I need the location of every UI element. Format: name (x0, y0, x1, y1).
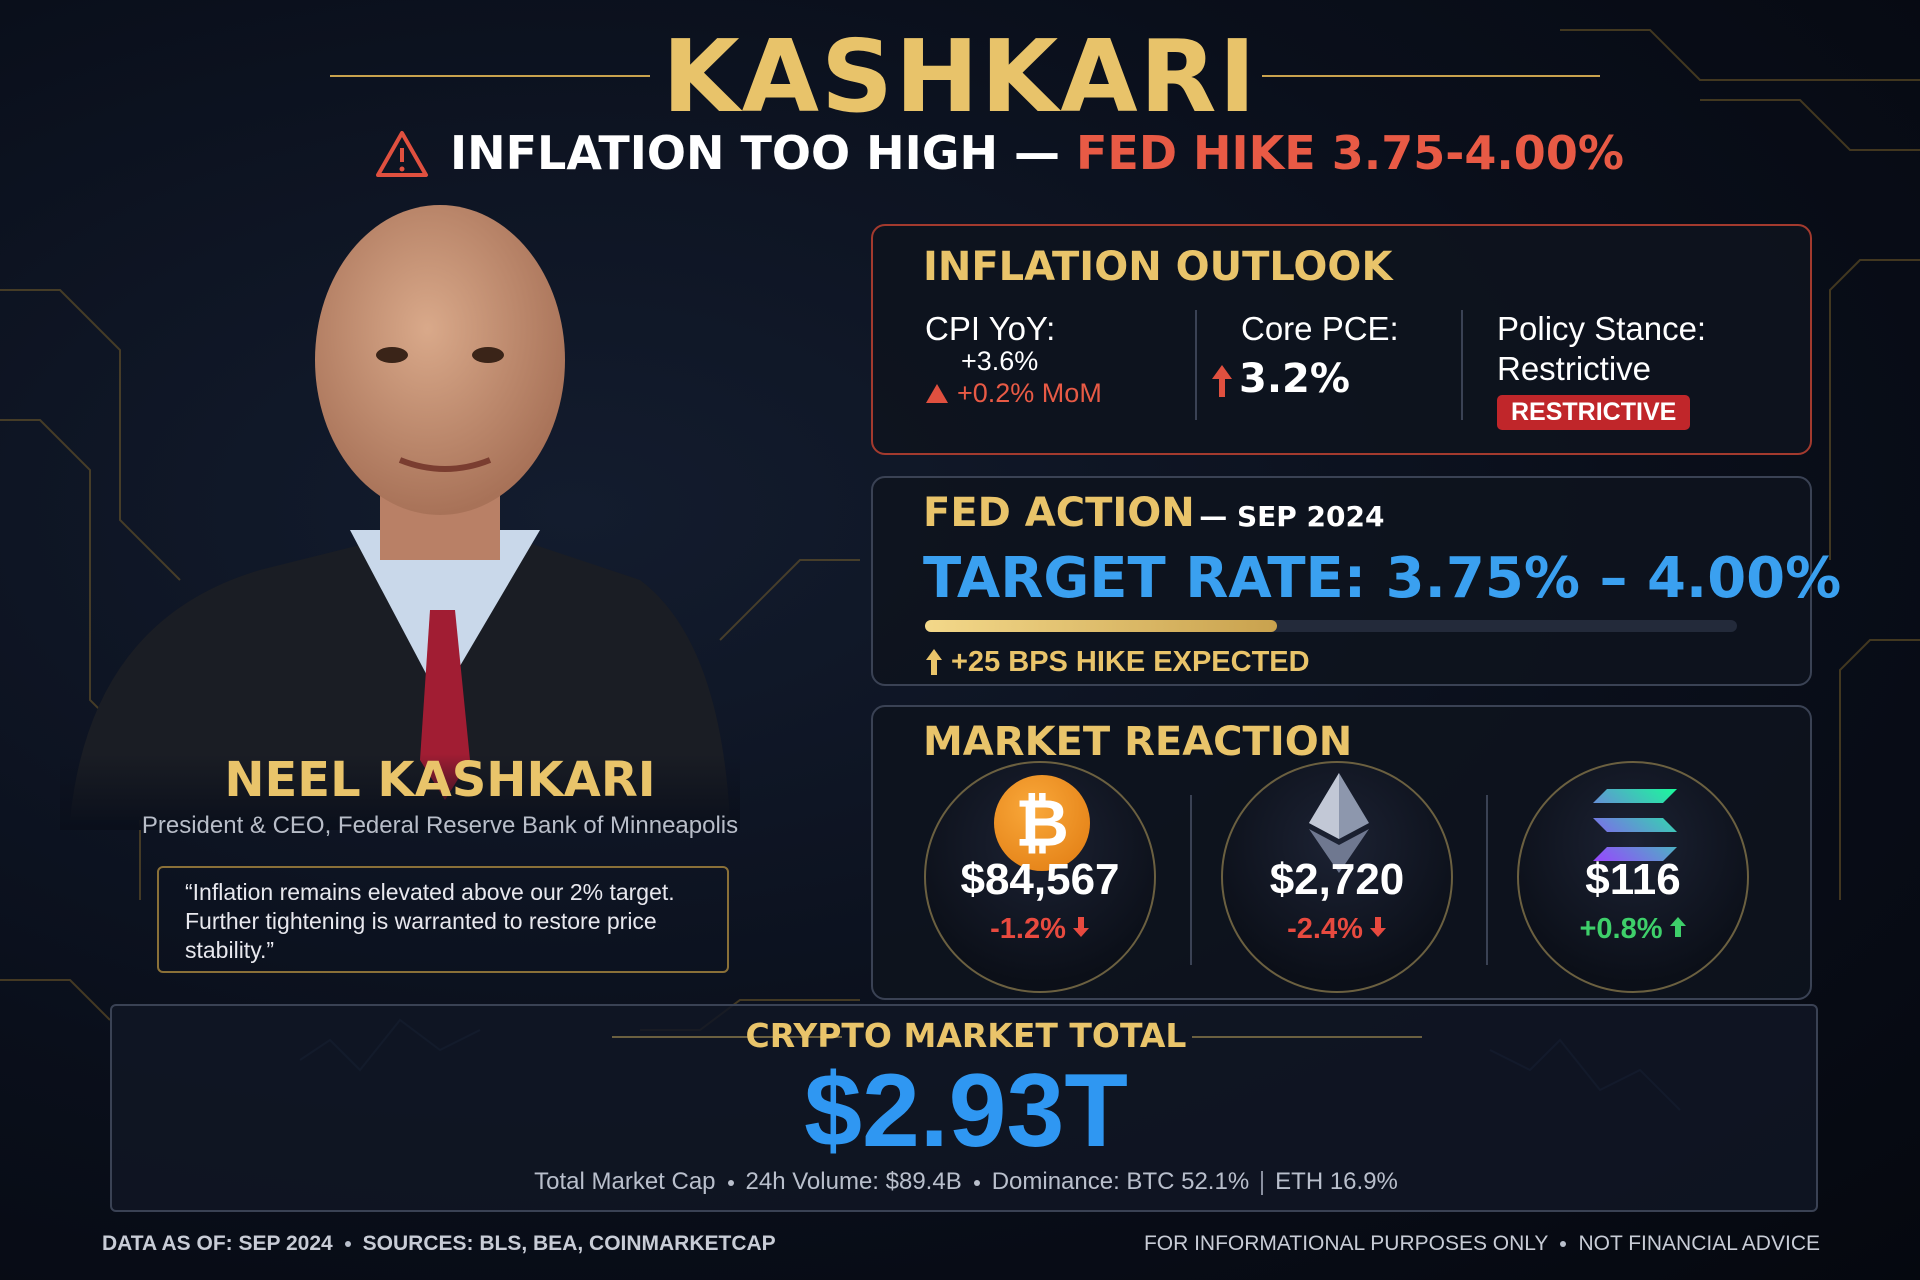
cpi-change: +0.2% MoM (957, 378, 1102, 408)
fed-date: — SEP 2024 (1199, 500, 1385, 533)
rule (1192, 1036, 1422, 1038)
detail: Total Market Cap (534, 1168, 716, 1195)
coin-change-text: +0.8% (1579, 913, 1663, 945)
panel-title: MARKET REACTION (923, 719, 1353, 765)
footer-text: SOURCES: BLS, BEA, COINMARKETCAP (362, 1232, 776, 1255)
panel-title: FED ACTION (923, 490, 1195, 536)
footer-right: FOR INFORMATIONAL PURPOSES ONLY NOT FINAN… (1144, 1232, 1820, 1256)
up-arrow (1669, 917, 1686, 937)
separator (727, 1179, 734, 1186)
separator (1560, 1241, 1567, 1248)
total-details: Total Market Cap 24h Volume: $89.4B Domina… (112, 1168, 1820, 1196)
total-value: $2.93T (804, 1053, 1128, 1169)
subtitle: INFLATION TOO HIGH — FED HIKE 3.75-4.00% (450, 126, 1624, 180)
coin-change-text: -2.4% (1287, 913, 1363, 945)
panel-title: INFLATION OUTLOOK (923, 244, 1393, 290)
stance-label: Policy Stance: (1497, 310, 1707, 347)
coin-change-text: -1.2% (990, 913, 1066, 945)
fed-note: +25 BPS HIKE EXPECTED (951, 646, 1310, 678)
inflation-panel: INFLATION OUTLOOK CPI YoY: +3.6% +0.2% M… (871, 224, 1812, 455)
solana-coin: $116 +0.8% (1517, 761, 1749, 993)
coin-change: -1.2% (926, 913, 1154, 946)
solana-icon (1593, 789, 1677, 861)
detail: ETH 16.9% (1275, 1168, 1398, 1195)
up-arrow (926, 649, 942, 675)
coin-price: $2,720 (1269, 855, 1405, 904)
footer-left: DATA AS OF: SEP 2024 SOURCES: BLS, BEA, C… (102, 1232, 776, 1256)
stance-badge: RESTRICTIVE (1497, 395, 1691, 430)
coin-price: $116 (1585, 855, 1681, 904)
market-panel: MARKET REACTION ₿ $84,567 -1.2% $2,720 -… (871, 705, 1812, 1000)
coin-change: -2.4% (1223, 913, 1451, 946)
detail: Dominance: BTC 52.1% (991, 1168, 1250, 1195)
quote-box: “Inflation remains elevated above our 2%… (157, 866, 729, 973)
ethereum-icon (1309, 773, 1369, 873)
rule (612, 1036, 842, 1038)
progress-track (925, 620, 1737, 632)
ethereum-coin: $2,720 -2.4% (1221, 761, 1453, 993)
fed-panel: FED ACTION — SEP 2024 TARGET RATE: 3.75%… (871, 476, 1841, 686)
bitcoin-coin: ₿ $84,567 -1.2% (924, 761, 1156, 993)
divider (1195, 310, 1197, 420)
person-role: President & CEO, Federal Reserve Bank of… (141, 812, 739, 839)
pce-label: Core PCE: (1241, 310, 1399, 347)
down-arrow (1369, 917, 1386, 937)
subtitle-text: INFLATION TOO HIGH — (450, 126, 1060, 180)
down-arrow (1072, 917, 1089, 937)
separator (973, 1179, 980, 1186)
total-title: CRYPTO MARKET TOTAL (745, 1016, 1187, 1055)
subtitle-highlight: FED HIKE 3.75-4.00% (1076, 126, 1624, 180)
footer-text: NOT FINANCIAL ADVICE (1578, 1232, 1820, 1255)
footer-text: FOR INFORMATIONAL PURPOSES ONLY (1143, 1232, 1549, 1255)
fed-heading: FED ACTION — SEP 2024 (923, 490, 1384, 536)
title: KASHKARI (662, 18, 1258, 135)
up-arrow (1212, 365, 1232, 397)
person-name: NEEL KASHKARI (224, 752, 656, 808)
divider (1190, 795, 1192, 965)
progress-fill (925, 620, 1277, 632)
detail: 24h Volume: $89.4B (745, 1168, 962, 1195)
cpi-value: +3.6% (961, 346, 1039, 376)
cpi-label: CPI YoY: (925, 310, 1056, 347)
separator (344, 1241, 351, 1248)
coin-price: $84,567 (960, 855, 1120, 904)
footer-text: DATA AS OF: SEP 2024 (102, 1232, 333, 1255)
up-triangle (926, 384, 948, 403)
pce-value: 3.2% (1239, 356, 1350, 402)
divider (1461, 310, 1463, 420)
separator (1261, 1170, 1264, 1195)
divider (1486, 795, 1488, 965)
stance-value: Restrictive (1497, 350, 1652, 387)
total-panel: CRYPTO MARKET TOTAL $2.93T Total Market … (110, 1004, 1818, 1212)
coin-change: +0.8% (1519, 913, 1747, 946)
bitcoin-icon: ₿ (994, 775, 1090, 871)
target-rate: TARGET RATE: 3.75% – 4.00% (923, 546, 1842, 611)
